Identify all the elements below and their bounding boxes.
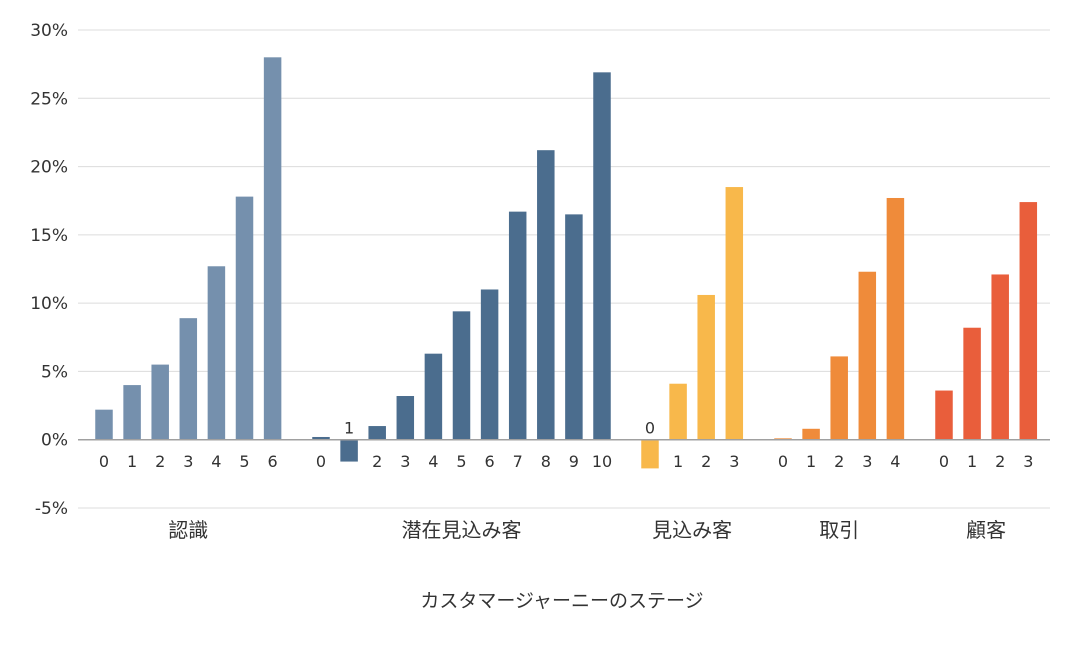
bar xyxy=(424,353,443,440)
bar xyxy=(179,318,198,440)
bar xyxy=(123,385,141,440)
bar xyxy=(565,214,583,440)
bar xyxy=(151,364,169,440)
bar xyxy=(935,390,953,440)
category-tick-label: 2 xyxy=(155,452,165,471)
y-tick-label: 5% xyxy=(41,362,68,382)
bar xyxy=(235,196,254,440)
group-label: 潜在見込み客 xyxy=(402,518,522,542)
y-axis-ticks: 30% 25% 20% 15% 10% 5% 0% -5% xyxy=(30,21,68,519)
category-tick-label: 2 xyxy=(995,452,1005,471)
category-tick-label: 3 xyxy=(400,452,410,471)
group-label: 認識 xyxy=(168,518,208,542)
bar xyxy=(537,150,555,440)
y-tick-label: 25% xyxy=(30,89,68,109)
category-tick-label: 2 xyxy=(701,452,711,471)
group-labels: 認識 潜在見込み客 見込み客 取引 顧客 xyxy=(168,518,1006,542)
y-tick-label: 20% xyxy=(30,158,68,178)
category-tick-label: 8 xyxy=(541,452,551,471)
y-tick-label: 30% xyxy=(30,21,68,41)
bar xyxy=(263,57,282,440)
category-tick-label: 3 xyxy=(183,452,193,471)
category-tick-label: 4 xyxy=(890,452,900,471)
category-tick-label: 1 xyxy=(967,452,977,471)
category-tick-label: 3 xyxy=(862,452,872,471)
bar xyxy=(963,327,981,440)
group-label: 見込み客 xyxy=(652,518,732,542)
category-tick-label: 0 xyxy=(645,419,655,438)
y-tick-label: 10% xyxy=(30,294,68,314)
bar xyxy=(802,428,820,440)
category-tick-label: 1 xyxy=(344,419,354,438)
bar xyxy=(858,271,877,440)
bar xyxy=(396,396,415,440)
y-tick-label: 15% xyxy=(30,226,68,246)
bar xyxy=(1019,202,1038,440)
bar xyxy=(593,72,611,440)
bar xyxy=(991,274,1009,440)
category-tick-label: 7 xyxy=(513,452,523,471)
category-tick-label: 1 xyxy=(806,452,816,471)
x-axis-title: カスタマージャーニーのステージ xyxy=(420,590,703,612)
category-tick-label: 5 xyxy=(456,452,466,471)
group-label: 顧客 xyxy=(966,518,1006,542)
bar xyxy=(480,289,499,440)
category-tick-label: 10 xyxy=(592,452,612,471)
y-tick-label: -5% xyxy=(35,499,68,519)
y-tick-label: 0% xyxy=(41,431,68,451)
category-tick-label: 3 xyxy=(729,452,739,471)
category-tick-label: 9 xyxy=(569,452,579,471)
category-tick-label: 6 xyxy=(485,452,495,471)
category-tick-label: 6 xyxy=(268,452,278,471)
category-tick-label: 5 xyxy=(239,452,249,471)
bar xyxy=(830,356,848,440)
bar xyxy=(725,187,744,440)
category-tick-label: 1 xyxy=(673,452,683,471)
bar xyxy=(641,439,659,469)
bar xyxy=(368,426,386,440)
bar-layer xyxy=(95,57,1038,469)
bar xyxy=(697,294,715,440)
category-tick-label: 0 xyxy=(316,452,326,471)
category-tick-label: 4 xyxy=(211,452,221,471)
category-tick-label: 0 xyxy=(99,452,109,471)
group-label: 取引 xyxy=(819,518,859,542)
category-tick-label: 4 xyxy=(428,452,438,471)
bar xyxy=(669,383,687,440)
bar xyxy=(452,311,471,440)
bar xyxy=(95,409,113,440)
category-tick-label: 2 xyxy=(372,452,382,471)
category-tick-label: 1 xyxy=(127,452,137,471)
category-tick-label: 2 xyxy=(834,452,844,471)
category-tick-label: 3 xyxy=(1023,452,1033,471)
bar xyxy=(886,197,905,440)
bar xyxy=(508,211,527,440)
category-tick-label: 0 xyxy=(939,452,949,471)
bar xyxy=(312,436,330,440)
bar xyxy=(340,439,358,462)
category-tick-label: 0 xyxy=(778,452,788,471)
bar xyxy=(207,266,226,440)
